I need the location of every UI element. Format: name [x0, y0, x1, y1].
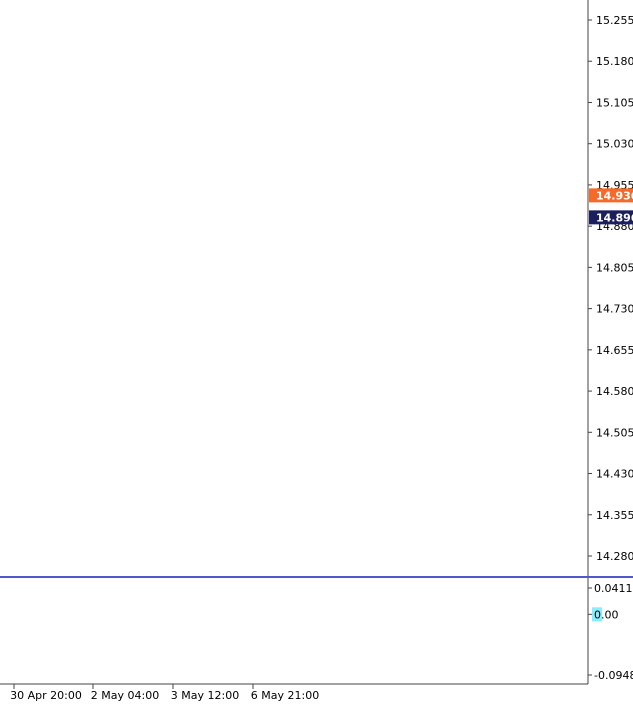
- oscillator-tick-label: 0.00: [594, 608, 619, 621]
- time-label: 30 Apr 20:00: [10, 689, 82, 702]
- price-tag-label: 14.896: [596, 211, 633, 224]
- price-tag: [589, 188, 633, 203]
- price-tick-label: 14.430: [596, 468, 633, 481]
- price-tick-label: 14.805: [596, 261, 633, 274]
- price-tick-label: 14.355: [596, 509, 633, 522]
- price-tick-label: 14.505: [596, 426, 633, 439]
- price-tag: [589, 210, 633, 225]
- oscillator-tick-label: -0.0948: [594, 669, 633, 682]
- price-tick-label: 14.730: [596, 303, 633, 316]
- price-tick-label: 15.255: [596, 14, 633, 27]
- price-tick-label: 14.655: [596, 344, 633, 357]
- price-tick-label: 15.105: [596, 96, 633, 109]
- time-label: 6 May 21:00: [251, 689, 319, 702]
- price-tag-label: 14.936: [596, 189, 633, 202]
- price-tick-label: 15.030: [596, 138, 633, 151]
- time-label: 2 May 04:00: [91, 689, 159, 702]
- time-label: 3 May 12:00: [171, 689, 239, 702]
- zero-tag: [592, 607, 602, 622]
- price-tick-label: 14.580: [596, 385, 633, 398]
- price-tick-label: 15.180: [596, 55, 633, 68]
- price-tick-label: 14.280: [596, 550, 633, 563]
- oscillator-tick-label: 0.0411: [594, 582, 633, 595]
